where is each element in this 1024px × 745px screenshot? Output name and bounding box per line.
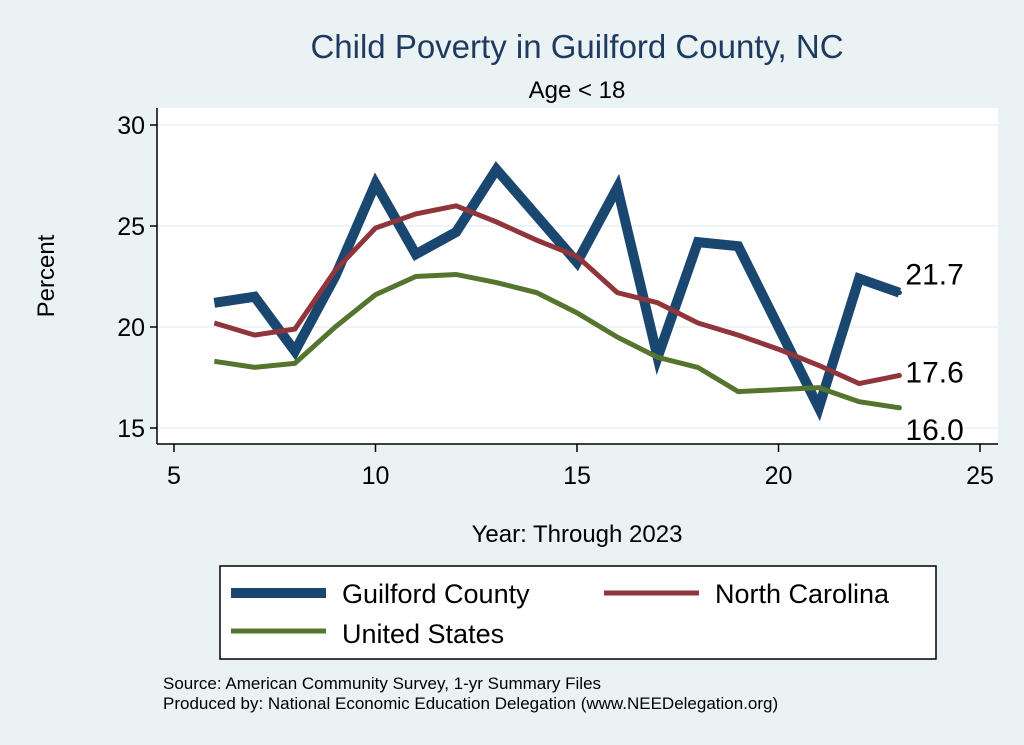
legend-box bbox=[219, 565, 937, 660]
y-tick-label: 20 bbox=[117, 314, 145, 342]
producer-note: Produced by: National Economic Education… bbox=[163, 694, 778, 713]
x-axis-ticks: 5 10 15 20 25 bbox=[167, 444, 994, 490]
legend-label-north-carolina: North Carolina bbox=[715, 579, 890, 609]
plot-area bbox=[157, 108, 998, 444]
x-tick-label: 5 bbox=[167, 462, 181, 490]
end-label-north-carolina: 17.6 bbox=[905, 356, 963, 389]
end-label-united-states: 16.0 bbox=[905, 414, 963, 447]
series-end-point-guilford-county bbox=[896, 290, 902, 296]
legend-label-guilford: Guilford County bbox=[342, 579, 530, 609]
series-line-north-carolina bbox=[213, 203, 900, 387]
x-tick-label: 25 bbox=[966, 462, 994, 490]
y-tick-label: 30 bbox=[117, 112, 145, 140]
series-end-labels: 21.7 17.6 16.0 bbox=[905, 259, 963, 447]
x-tick-label: 20 bbox=[765, 462, 793, 490]
x-tick-label: 10 bbox=[362, 462, 390, 490]
legend: Guilford County North Carolina United St… bbox=[219, 565, 937, 660]
series-end-point-north-carolina bbox=[896, 372, 902, 378]
y-tick-label: 25 bbox=[117, 213, 145, 241]
y-axis-label: Percent bbox=[33, 234, 60, 317]
y-axis-ticks: 15 20 25 30 bbox=[117, 112, 157, 443]
legend-label-united-states: United States bbox=[342, 619, 504, 649]
series-end-point-united-states bbox=[896, 405, 902, 411]
end-label-guilford-county: 21.7 bbox=[905, 259, 963, 292]
series-lines bbox=[213, 161, 902, 422]
y-tick-label: 15 bbox=[117, 415, 145, 443]
series-line-guilford-county bbox=[213, 161, 902, 422]
x-axis-label: Year: Through 2023 bbox=[472, 521, 683, 548]
series-line-united-states bbox=[213, 271, 900, 411]
chart-subtitle: Age < 18 bbox=[529, 77, 626, 104]
source-note: Source: American Community Survey, 1-yr … bbox=[163, 674, 601, 693]
x-tick-label: 15 bbox=[563, 462, 591, 490]
chart-title: Child Poverty in Guilford County, NC bbox=[310, 28, 843, 65]
